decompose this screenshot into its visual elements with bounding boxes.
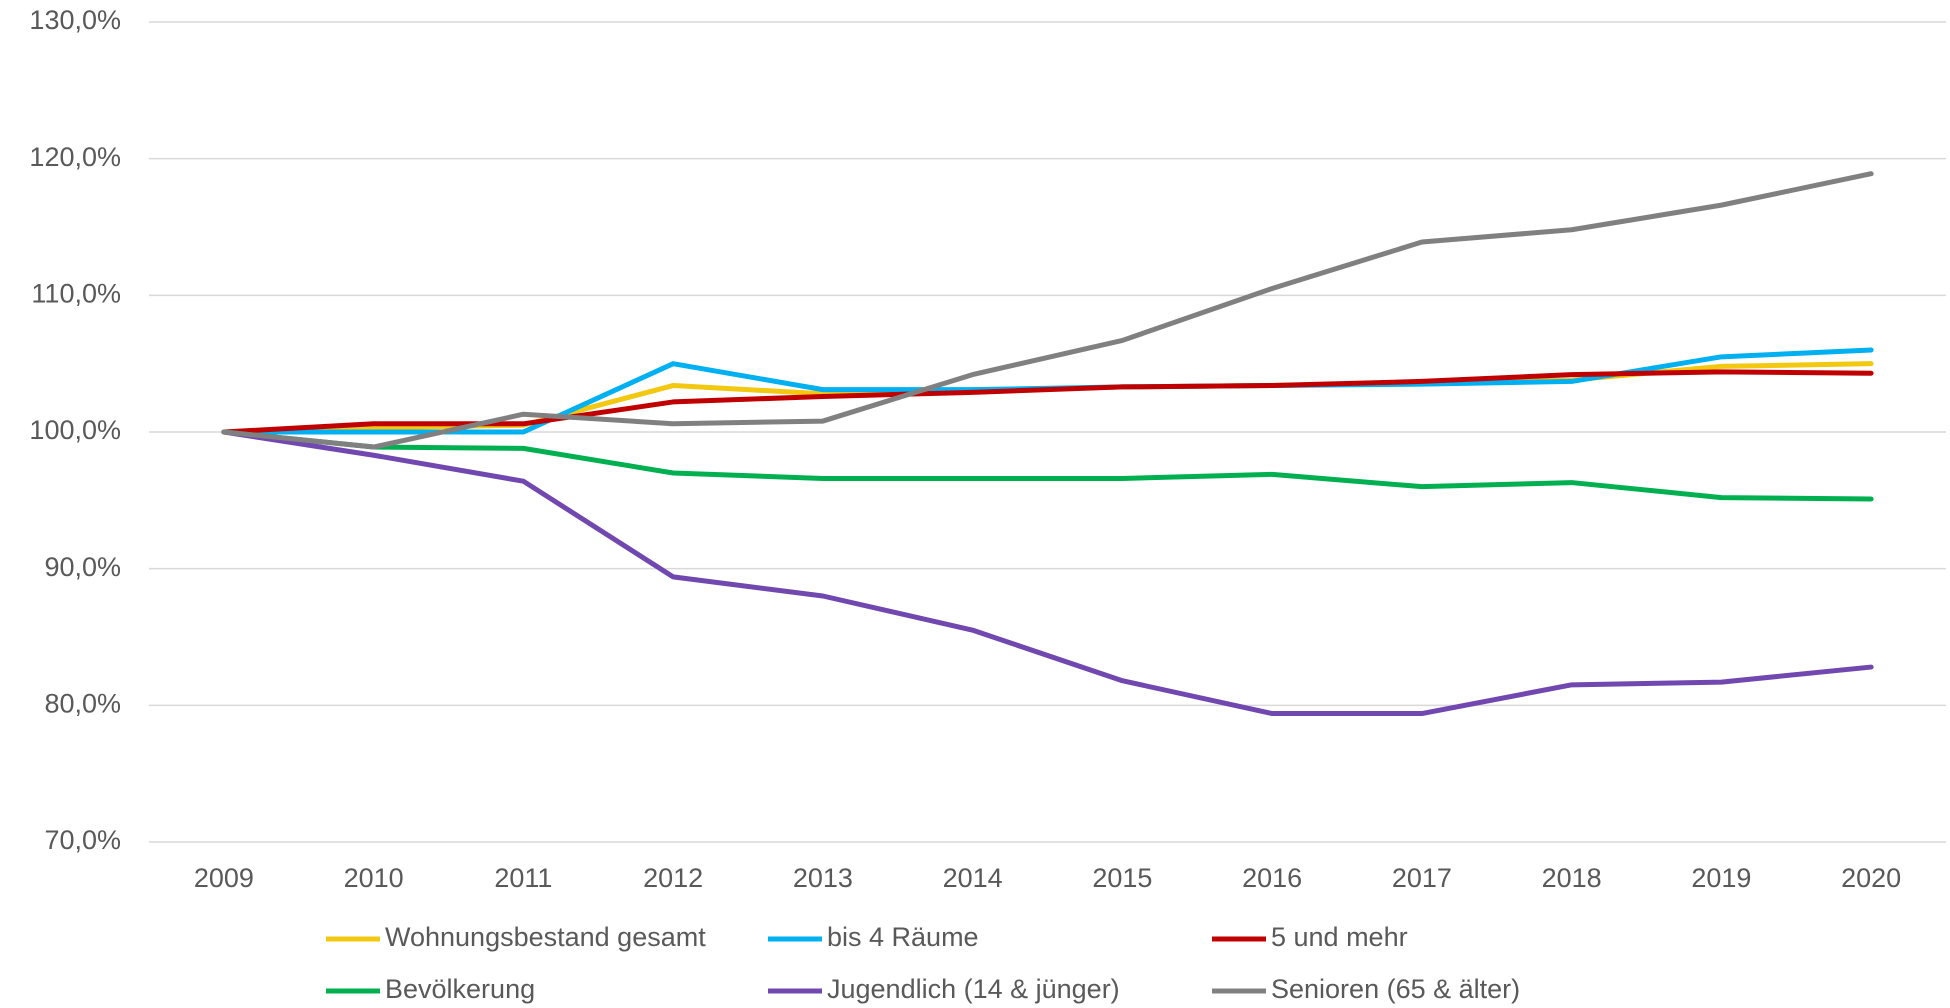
legend-label: Bevölkerung: [385, 974, 535, 1004]
x-tick-label: 2012: [643, 863, 703, 893]
series-line: [221, 171, 1874, 450]
x-tick-label: 2017: [1392, 863, 1452, 893]
x-tick-label: 2009: [194, 863, 254, 893]
legend-label: Senioren (65 & älter): [1271, 974, 1520, 1004]
y-tick-label: 120,0%: [29, 142, 121, 172]
series-line: [221, 429, 1874, 502]
legend-label: bis 4 Räume: [827, 922, 979, 952]
y-tick-label: 130,0%: [29, 5, 121, 35]
series-line: [221, 369, 1874, 435]
x-tick-label: 2015: [1092, 863, 1152, 893]
x-tick-label: 2019: [1691, 863, 1751, 893]
y-tick-label: 80,0%: [44, 688, 121, 718]
x-tick-label: 2013: [793, 863, 853, 893]
y-tick-label: 90,0%: [44, 552, 121, 582]
y-tick-label: 70,0%: [44, 825, 121, 855]
x-tick-label: 2016: [1242, 863, 1302, 893]
x-tick-label: 2011: [494, 863, 552, 893]
x-tick-label: 2020: [1841, 863, 1901, 893]
series-line: [221, 429, 1874, 717]
legend-label: 5 und mehr: [1271, 922, 1408, 952]
legend-label: Jugendlich (14 & jünger): [827, 974, 1120, 1004]
x-tick-label: 2014: [943, 863, 1003, 893]
legend-label: Wohnungsbestand gesamt: [385, 922, 706, 952]
y-tick-label: 110,0%: [31, 278, 121, 308]
x-tick-label: 2018: [1542, 863, 1602, 893]
y-tick-label: 100,0%: [29, 415, 121, 445]
x-tick-label: 2010: [344, 863, 404, 893]
